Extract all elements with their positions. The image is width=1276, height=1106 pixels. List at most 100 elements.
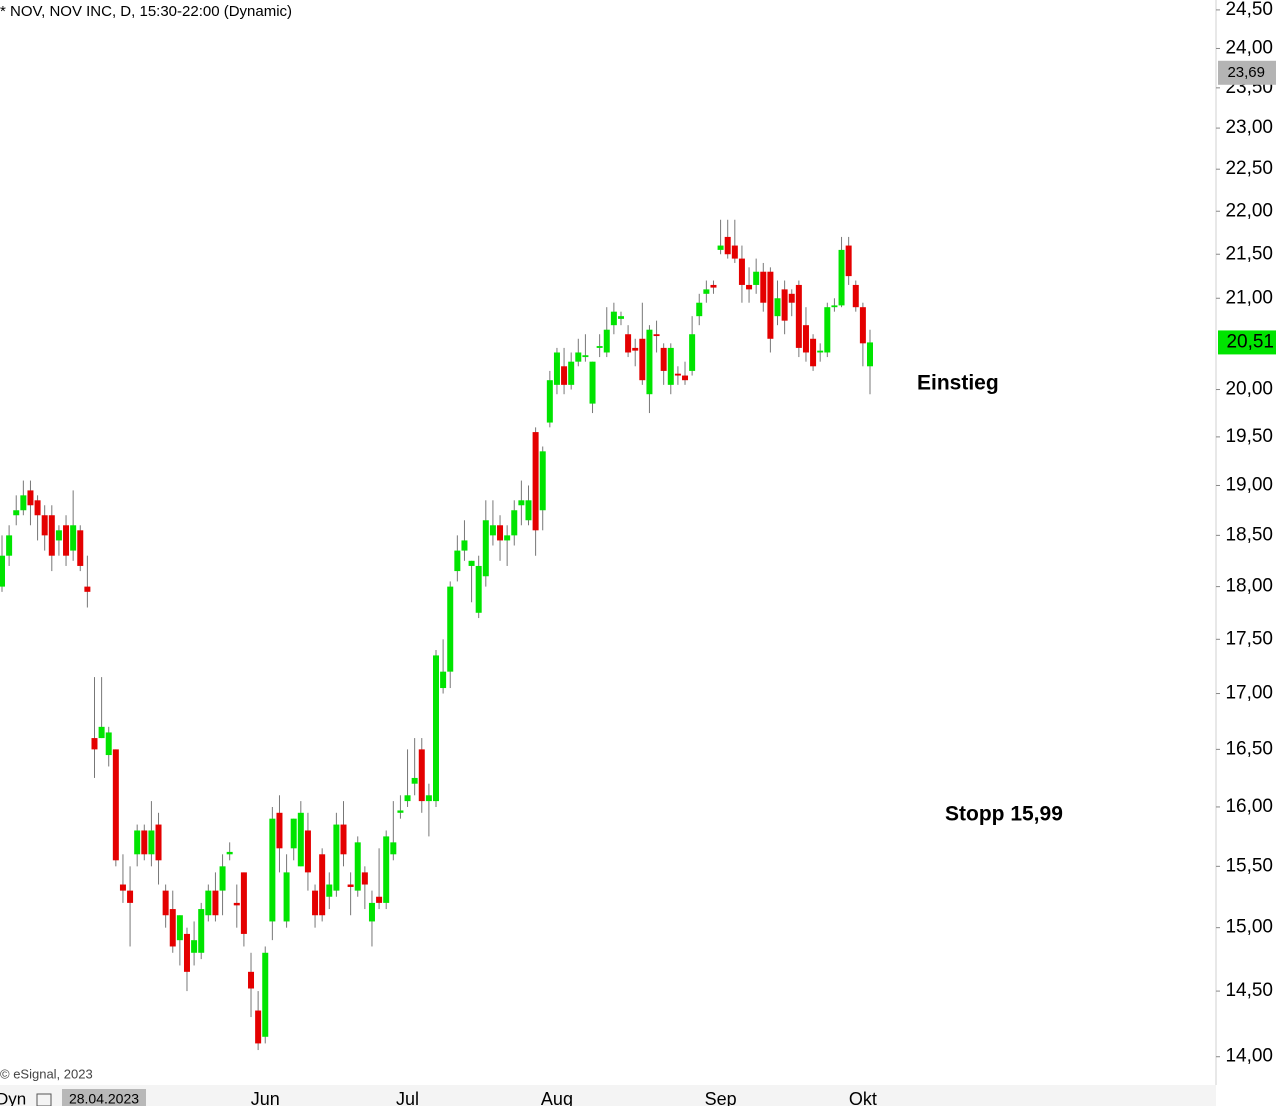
candle-body [724,236,731,255]
cursor-date: 28.04.2023 [69,1091,139,1106]
candle-body [162,890,169,916]
candle-body [48,515,55,556]
candle-body [212,890,219,916]
y-tick-label: 19,00 [1225,474,1273,495]
candle-body [397,810,404,813]
candle-body [440,671,447,689]
candle-body [760,271,767,303]
candle-body [731,245,738,259]
candle-body [27,490,34,506]
candle-body [852,284,859,308]
candle-body [219,866,226,891]
candle-body [568,361,575,385]
candle-body [703,289,710,294]
candle-body [155,824,162,861]
candle-body [347,884,354,887]
candle-body [603,329,610,353]
y-tick-label: 22,50 [1225,158,1273,179]
candle-body [617,316,624,319]
y-tick-label: 18,00 [1225,576,1273,597]
candle-body [319,854,326,916]
time-axis-band [0,1085,1216,1106]
candle-body [84,586,91,592]
candle-body [454,550,461,572]
candle-body [226,851,233,855]
chart-title: * NOV, NOV INC, D, 15:30-22:00 (Dynamic) [0,3,292,20]
candle-body [312,890,319,916]
candle-body [411,777,418,784]
candle-body [781,289,788,321]
candle-body [753,271,760,285]
y-tick-label: 21,50 [1225,243,1273,264]
y-tick-label: 14,50 [1225,980,1273,1001]
candle-body [497,525,504,541]
candle-body [504,535,511,541]
candle-body [418,749,425,802]
candle-body [746,284,753,290]
y-tick-label: 18,50 [1225,524,1273,545]
candle-body [404,795,411,802]
candle-body [738,258,745,285]
y-tick-label: 14,00 [1225,1046,1273,1067]
candle-body [539,451,546,511]
lock-icon [36,1093,52,1106]
candle-body [112,749,119,861]
cursor-date-box [62,1089,146,1106]
candle-body [169,909,176,947]
candle-body [489,525,496,536]
candle-body [148,830,155,855]
candle-body [183,933,190,972]
candle-body [205,890,212,916]
candle-body [240,872,247,934]
candle-body [176,915,183,941]
candle-body [340,824,347,855]
source: © eSignal, 2023 [0,1066,93,1081]
candle-body [682,375,689,381]
candle-body [788,293,795,303]
candle-body [546,380,553,423]
candle-body [98,726,105,739]
candle-body [674,373,681,376]
candle-body [802,325,809,353]
price-marker-label: 23,69 [1227,64,1265,81]
candle-body [525,500,532,521]
candle-body [425,795,432,802]
x-tick-label: Sep [705,1089,737,1106]
candle-body [696,302,703,317]
candle-body [795,284,802,348]
candle-body [262,952,269,1037]
candle-body [859,307,866,344]
candle-body [290,818,297,849]
x-tick-label: Aug [541,1089,573,1106]
candle-body [6,535,13,556]
candle-body [91,738,98,750]
y-tick-label: 24,50 [1225,0,1273,20]
candle-body [390,842,397,855]
candle-body [532,432,539,531]
candle-body [561,366,568,385]
candle-body [845,245,852,277]
candle-body [141,830,148,855]
candle-body [667,347,674,385]
candle-body [248,971,255,989]
candle-body [77,530,84,566]
candle-body [376,896,383,903]
y-tick-label: 15,50 [1225,855,1273,876]
y-tick-label: 24,00 [1225,37,1273,58]
candle-body [297,812,304,867]
candle-body [41,515,48,536]
x-tick-label: Jul [396,1089,419,1106]
candle-body [689,334,696,371]
candle-body [475,565,482,613]
candle-body [810,338,817,367]
candle-body [304,830,311,873]
candle-body [361,872,368,885]
candle-body [13,510,20,516]
y-tick-label: 22,00 [1225,200,1273,221]
candle-body [383,836,390,903]
candle-body [63,525,70,556]
y-tick-label: 19,50 [1225,426,1273,447]
candle-body [269,818,276,922]
x-tick-label: Jun [251,1089,280,1106]
candle-body [127,890,134,903]
